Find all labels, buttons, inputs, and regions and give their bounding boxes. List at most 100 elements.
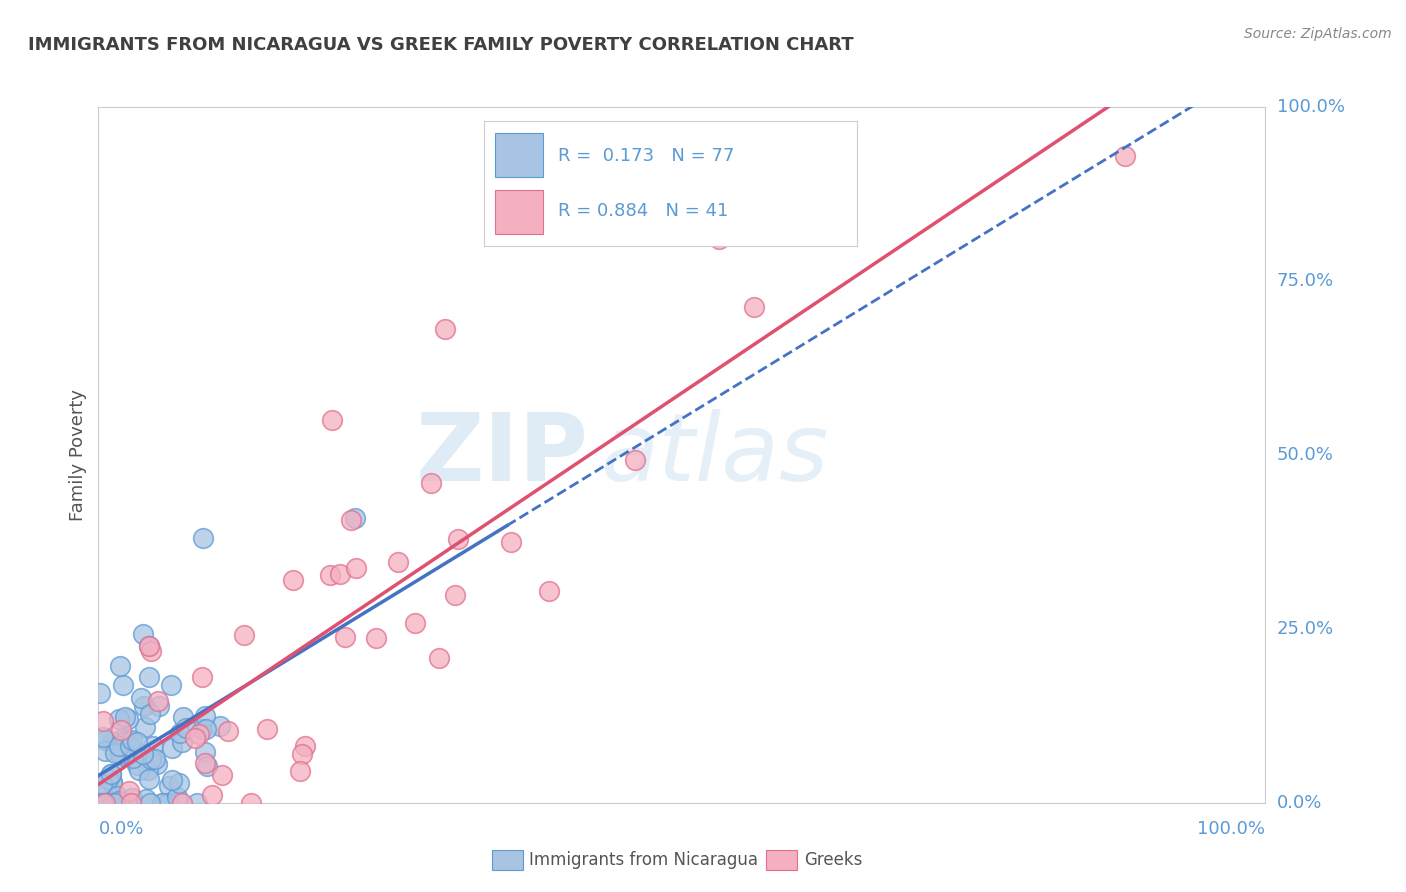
Point xyxy=(101,735,124,749)
Point xyxy=(131,747,153,761)
Point xyxy=(138,772,160,786)
Text: 100.0%: 100.0% xyxy=(1198,821,1265,838)
Text: 50.0%: 50.0% xyxy=(1277,446,1333,464)
Point xyxy=(120,739,142,753)
Point xyxy=(94,732,117,747)
Point xyxy=(89,686,111,700)
Point xyxy=(94,744,117,758)
Point xyxy=(118,796,141,810)
Point xyxy=(94,796,117,810)
Point xyxy=(100,776,122,790)
Point xyxy=(742,300,765,314)
Point xyxy=(319,568,342,582)
Point xyxy=(256,723,278,737)
Point xyxy=(101,796,124,810)
Point xyxy=(121,751,143,765)
Point xyxy=(121,791,143,805)
Point xyxy=(91,796,114,810)
Point xyxy=(114,709,136,723)
Point xyxy=(344,560,367,574)
Point xyxy=(433,322,456,336)
Point xyxy=(537,583,560,598)
Point xyxy=(110,723,132,737)
Point xyxy=(105,789,128,803)
Point xyxy=(91,730,114,744)
Point xyxy=(194,709,217,723)
Point xyxy=(132,698,155,713)
Text: Immigrants from Nicaragua: Immigrants from Nicaragua xyxy=(529,851,758,869)
Point xyxy=(121,733,143,747)
Point xyxy=(118,784,141,798)
Text: ZIP: ZIP xyxy=(416,409,589,501)
Point xyxy=(340,513,363,527)
Point xyxy=(114,734,136,748)
Point xyxy=(167,776,190,790)
Text: IMMIGRANTS FROM NICARAGUA VS GREEK FAMILY POVERTY CORRELATION CHART: IMMIGRANTS FROM NICARAGUA VS GREEK FAMIL… xyxy=(28,36,853,54)
Point xyxy=(90,777,112,791)
Point xyxy=(387,555,409,569)
Point xyxy=(134,721,156,735)
Text: Source: ZipAtlas.com: Source: ZipAtlas.com xyxy=(1244,27,1392,41)
Point xyxy=(117,712,139,726)
Point xyxy=(195,758,218,772)
Point xyxy=(111,678,134,692)
Text: Greeks: Greeks xyxy=(804,851,863,869)
Point xyxy=(97,772,120,786)
Point xyxy=(111,748,134,763)
Point xyxy=(100,766,122,780)
Point xyxy=(420,476,443,491)
Point xyxy=(138,670,160,684)
Y-axis label: Family Poverty: Family Poverty xyxy=(69,389,87,521)
Point xyxy=(195,722,218,736)
Point xyxy=(191,670,214,684)
Point xyxy=(174,721,197,735)
Text: atlas: atlas xyxy=(600,409,828,500)
Point xyxy=(104,796,127,810)
Point xyxy=(139,752,162,766)
Point xyxy=(404,615,426,630)
Point xyxy=(170,796,193,810)
Point xyxy=(139,706,162,721)
Point xyxy=(142,739,165,753)
Point xyxy=(127,735,149,749)
Point xyxy=(160,677,183,691)
Point xyxy=(141,644,163,658)
Point xyxy=(208,719,231,733)
Point xyxy=(108,712,131,726)
Text: 0.0%: 0.0% xyxy=(98,821,143,838)
Point xyxy=(146,694,169,708)
Point xyxy=(118,733,141,747)
Point xyxy=(108,659,131,673)
Point xyxy=(344,510,367,524)
Point xyxy=(156,796,179,810)
Point xyxy=(160,772,183,787)
Point xyxy=(136,764,159,778)
Point xyxy=(125,757,148,772)
Point xyxy=(288,764,311,779)
Point xyxy=(157,780,180,794)
Point xyxy=(135,792,157,806)
Point xyxy=(128,763,150,777)
Point xyxy=(169,726,191,740)
Point xyxy=(132,627,155,641)
Point xyxy=(131,690,153,705)
Point xyxy=(120,796,142,810)
Point xyxy=(429,651,451,665)
Point xyxy=(152,796,174,810)
Point xyxy=(624,452,647,467)
Text: 100.0%: 100.0% xyxy=(1277,98,1344,116)
Point xyxy=(108,739,131,753)
Text: 75.0%: 75.0% xyxy=(1277,272,1334,290)
Point xyxy=(145,757,167,772)
Point xyxy=(148,698,170,713)
Point xyxy=(191,723,214,737)
Point xyxy=(172,710,194,724)
Point xyxy=(138,640,160,654)
Text: 0.0%: 0.0% xyxy=(1277,794,1322,812)
Point xyxy=(201,788,224,802)
Point xyxy=(194,756,217,771)
Point xyxy=(211,768,233,782)
Point xyxy=(111,731,134,746)
Point xyxy=(91,714,114,728)
Point xyxy=(150,796,173,810)
